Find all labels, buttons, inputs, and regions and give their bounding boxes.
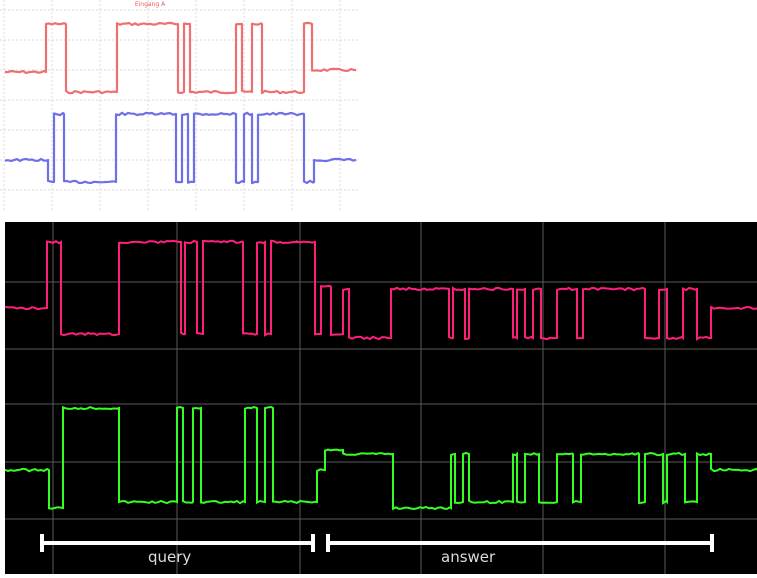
bottom-waveform-plot: [4, 222, 757, 574]
query-label: query: [148, 548, 192, 566]
top-oscilloscope-panel: Eingang A: [0, 0, 360, 210]
bottom-channel-a-trace: [4, 239, 757, 341]
top-channel-a-trace: [4, 21, 356, 95]
query-bracket: [40, 534, 315, 552]
top-grid: [0, 0, 360, 210]
bottom-oscilloscope-panel: [4, 222, 757, 574]
answer-label: answer: [441, 548, 496, 566]
top-waveform-plot: [0, 0, 360, 210]
annotation-brackets: [40, 534, 714, 552]
answer-bracket: [326, 534, 714, 552]
top-channel-b-trace: [4, 111, 357, 185]
top-panel-title: Eingang A: [134, 1, 166, 8]
bottom-grid: [5, 222, 757, 574]
bottom-channel-b-trace: [4, 405, 757, 511]
